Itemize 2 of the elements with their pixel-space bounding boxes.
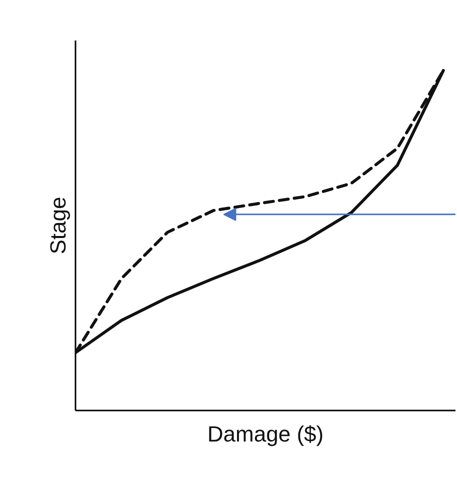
x-axis-title: Damage ($)	[207, 422, 324, 446]
y-axis-title: Stage	[46, 196, 70, 254]
